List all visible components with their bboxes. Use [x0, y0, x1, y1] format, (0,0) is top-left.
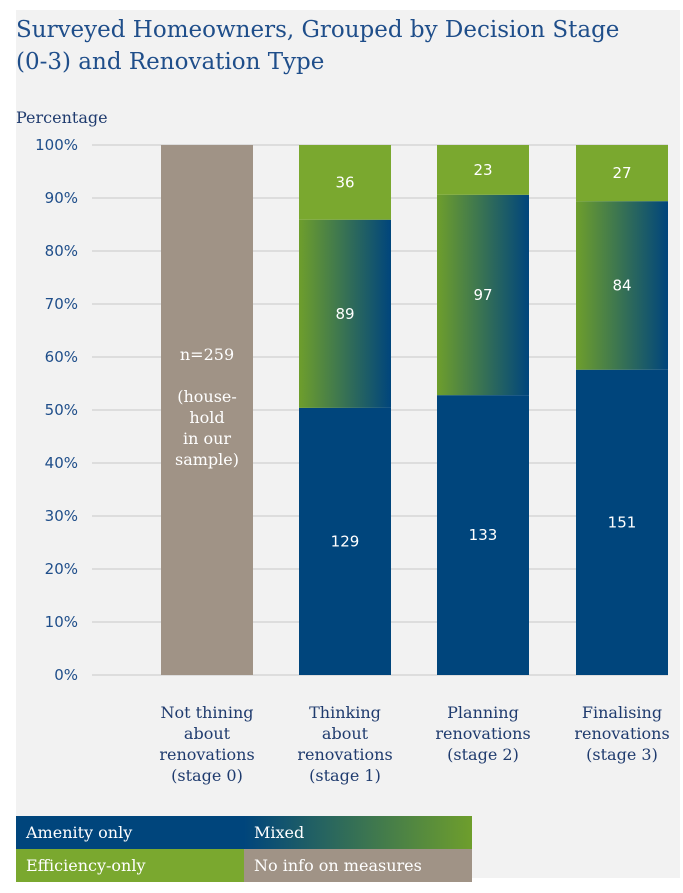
- bar-no-info-on-measures: [161, 145, 253, 675]
- y-tick-label: 100%: [35, 136, 78, 154]
- x-category-label: about: [322, 724, 369, 743]
- bar-mixed: [576, 201, 668, 370]
- x-category-label: Thinking: [309, 703, 381, 722]
- bar-annotation: in our: [183, 429, 231, 448]
- bar-amenity-only: [576, 369, 668, 675]
- bar-efficiency-only: [299, 145, 391, 220]
- chart-title: Surveyed Homeowners, Grouped by Decision…: [16, 17, 620, 75]
- legend: Amenity only Mixed Efficiency-only No in…: [16, 816, 472, 882]
- legend-efficiency-only: Efficiency-only: [16, 849, 244, 882]
- y-tick-label: 0%: [54, 666, 78, 684]
- legend-amenity-only: Amenity only: [16, 816, 244, 849]
- data-label-mixed: 84: [612, 276, 631, 294]
- bar-efficiency-only: [576, 145, 668, 202]
- data-label-mixed: 97: [473, 286, 492, 304]
- x-category-label: about: [184, 724, 231, 743]
- bar-amenity-only: [299, 407, 391, 675]
- x-category-label: renovations: [435, 724, 530, 743]
- bar-mixed: [299, 219, 391, 408]
- x-category-label: renovations: [574, 724, 669, 743]
- legend-mixed: Mixed: [244, 816, 472, 849]
- y-tick-label: 80%: [45, 242, 78, 260]
- y-axis-label: Percentage: [16, 108, 108, 127]
- x-category-label: renovations: [297, 745, 392, 764]
- data-label-efficiency-only: 27: [612, 164, 631, 182]
- data-label-efficiency-only: 23: [473, 161, 492, 179]
- y-tick-label: 60%: [45, 348, 78, 366]
- x-category-label: Not thining: [161, 703, 254, 722]
- y-tick-label: 20%: [45, 560, 78, 578]
- x-category-label: (stage 0): [171, 766, 243, 785]
- y-tick-label: 70%: [45, 295, 78, 313]
- x-category-label: Finalising: [582, 703, 662, 722]
- y-tick-label: 40%: [45, 454, 78, 472]
- bar-amenity-only: [437, 395, 529, 675]
- x-category-label: (stage 2): [447, 745, 519, 764]
- x-category-label: (stage 3): [586, 745, 658, 764]
- y-tick-label: 10%: [45, 613, 78, 631]
- bar-annotation: (house-: [177, 387, 237, 406]
- x-category-label: Planning: [447, 703, 519, 722]
- legend-no-info-on-measures: No info on measures: [244, 849, 472, 882]
- bar-annotation: hold: [189, 408, 224, 427]
- bar-annotation: sample): [175, 450, 239, 469]
- bar-annotation: n=259: [180, 345, 234, 364]
- bar-efficiency-only: [437, 145, 529, 195]
- y-tick-label: 50%: [45, 401, 78, 419]
- data-label-mixed: 89: [335, 305, 354, 323]
- data-label-amenity-only: 133: [469, 526, 498, 544]
- x-category-label: renovations: [159, 745, 254, 764]
- x-category-label: (stage 1): [309, 766, 381, 785]
- y-tick-label: 30%: [45, 507, 78, 525]
- bar-mixed: [437, 194, 529, 396]
- y-tick-label: 90%: [45, 189, 78, 207]
- data-label-efficiency-only: 36: [335, 173, 354, 191]
- data-label-amenity-only: 129: [331, 532, 360, 550]
- data-label-amenity-only: 151: [608, 513, 637, 531]
